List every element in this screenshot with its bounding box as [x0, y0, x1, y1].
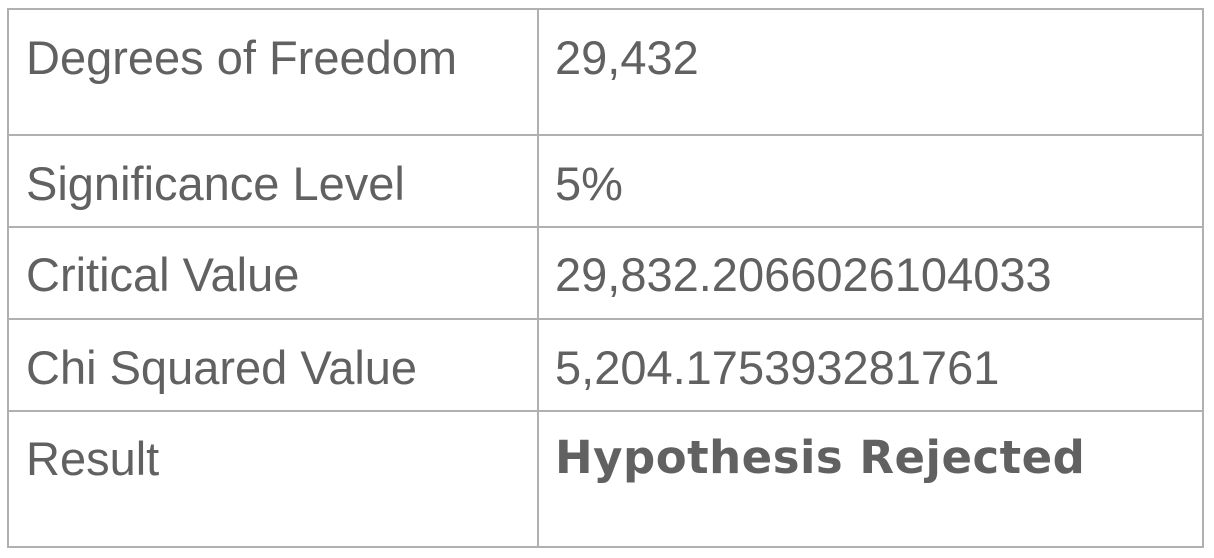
significance-level-label: Significance Level: [26, 157, 405, 210]
value-cell: 29,832.2066026104033: [537, 226, 1204, 320]
significance-level-value: 5%: [555, 157, 623, 210]
result-label: Result: [26, 432, 160, 485]
value-cell: 5,204.175393281761: [537, 318, 1204, 412]
value-cell: 5%: [537, 134, 1204, 228]
table-row-significance-level: Significance Level 5%: [7, 134, 1204, 228]
value-cell: 29,432: [537, 8, 1204, 136]
table-row-chi-squared-value: Chi Squared Value 5,204.175393281761: [7, 318, 1204, 412]
table-row-degrees-of-freedom: Degrees of Freedom 29,432: [7, 8, 1204, 136]
table-row-result: Result Hypothesis Rejected: [7, 410, 1204, 548]
chi-squared-value-label: Chi Squared Value: [26, 341, 418, 394]
degrees-of-freedom-label: Degrees of Freedom: [26, 31, 458, 84]
degrees-of-freedom-value: 29,432: [555, 31, 699, 84]
label-cell: Chi Squared Value: [7, 318, 539, 412]
label-cell: Result: [7, 410, 539, 548]
chi-squared-results-table: Degrees of Freedom 29,432 Significance L…: [7, 8, 1204, 548]
chi-squared-value-value: 5,204.175393281761: [555, 341, 1000, 394]
critical-value-value: 29,832.2066026104033: [555, 248, 1052, 301]
result-value: Hypothesis Rejected: [555, 431, 1086, 484]
table-row-critical-value: Critical Value 29,832.2066026104033: [7, 226, 1204, 320]
label-cell: Significance Level: [7, 134, 539, 228]
label-cell: Critical Value: [7, 226, 539, 320]
value-cell: Hypothesis Rejected: [537, 410, 1204, 548]
critical-value-label: Critical Value: [26, 248, 300, 301]
label-cell: Degrees of Freedom: [7, 8, 539, 136]
